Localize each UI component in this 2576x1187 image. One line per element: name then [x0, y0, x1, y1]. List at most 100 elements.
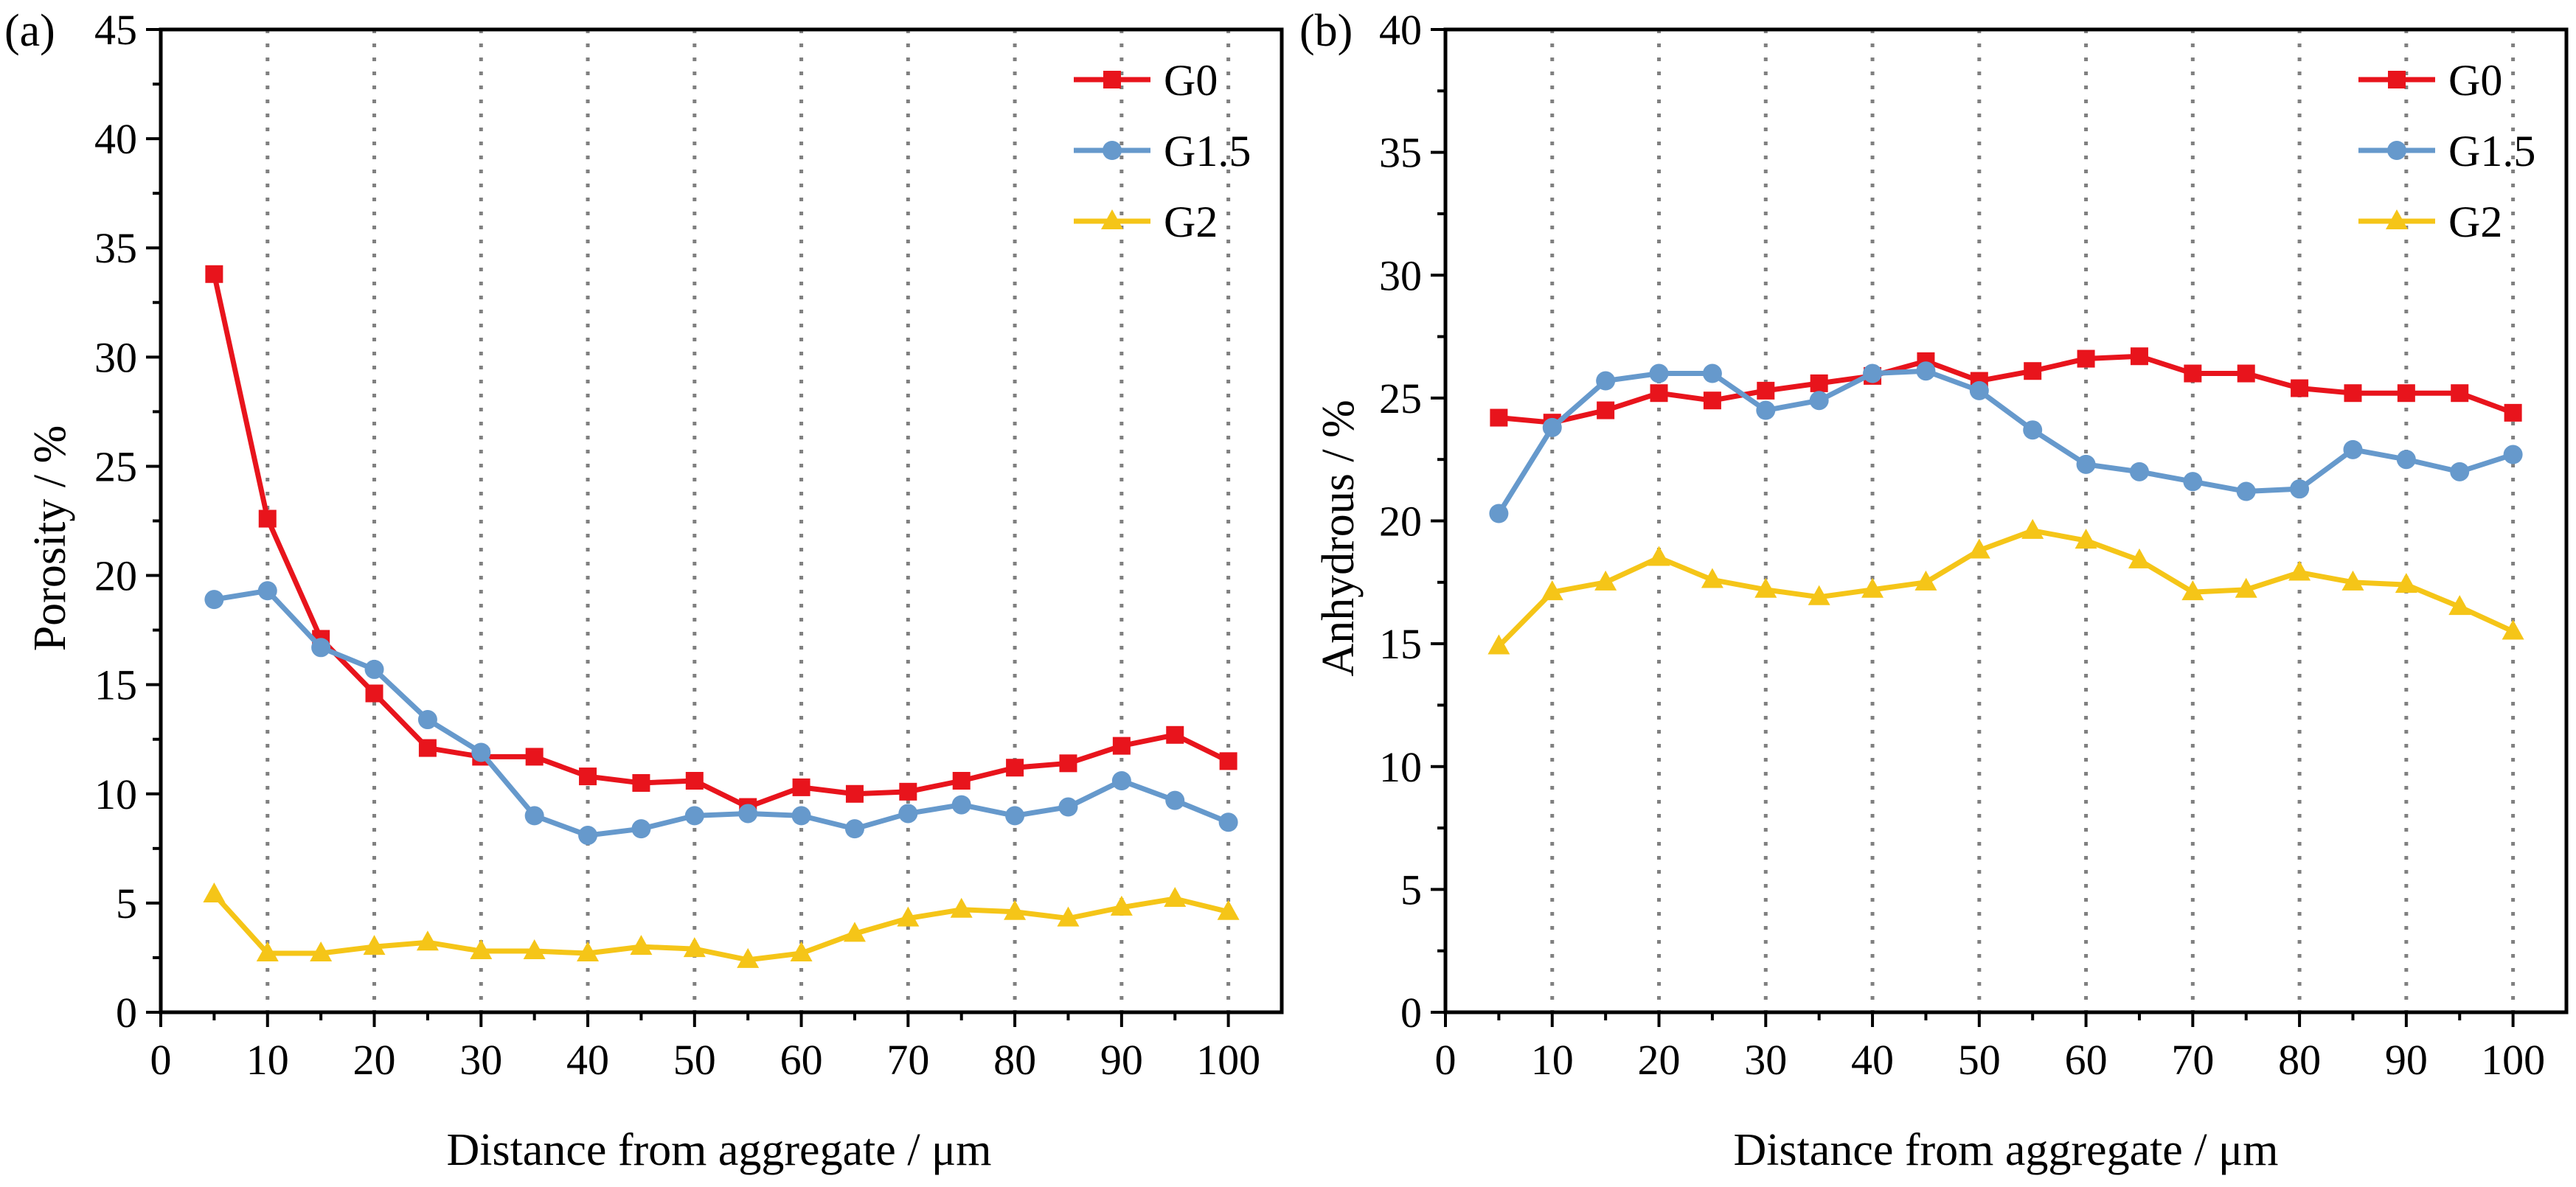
x-tick-label-a-100: 100 — [1196, 1036, 1260, 1084]
data-point-b-g0-95 — [2451, 384, 2469, 403]
data-point-b-g2-20 — [1648, 546, 1670, 566]
y-tick-label-b-5: 5 — [1400, 866, 1422, 913]
legend-marker-a-g0 — [1103, 71, 1121, 88]
data-point-b-g2-80 — [2288, 560, 2311, 581]
data-point-a-g2-90 — [1110, 895, 1133, 916]
data-point-a-g0-95 — [1166, 725, 1184, 744]
x-tick-label-a-70: 70 — [886, 1036, 929, 1084]
data-point-a-g0-70 — [899, 782, 917, 801]
data-point-a-g0-65 — [845, 784, 864, 803]
x-tick-label-b-80: 80 — [2278, 1036, 2321, 1084]
data-point-b-g0-75 — [2237, 364, 2255, 383]
plot-frame-a — [159, 27, 1284, 1014]
data-point-b-g2-5 — [1487, 634, 1510, 655]
y-tick-label-b-15: 15 — [1379, 620, 1422, 668]
data-point-b-g0-80 — [2291, 379, 2309, 397]
data-point-b-g1-5-55 — [2023, 420, 2043, 440]
series-line-b-g2 — [1496, 528, 2515, 648]
y-tick-label-b-20: 20 — [1379, 498, 1422, 546]
data-point-b-g1-5-40 — [1863, 363, 1883, 383]
data-point-a-g1-5-60 — [791, 806, 811, 826]
data-point-b-g2-90 — [2395, 573, 2417, 594]
data-point-a-g1-5-45 — [631, 819, 651, 839]
x-tick-label-a-60: 60 — [780, 1036, 823, 1084]
data-point-a-g2-95 — [1164, 886, 1187, 907]
panel-label-a: (a) — [4, 6, 55, 56]
y-tick-label-a-10: 10 — [94, 770, 137, 818]
x-tick-label-b-30: 30 — [1744, 1036, 1787, 1084]
legend-marker-b-g1-5 — [2387, 141, 2406, 160]
data-point-b-g1-5-95 — [2450, 462, 2470, 481]
data-point-b-g2-85 — [2341, 570, 2364, 591]
y-tick-label-a-40: 40 — [94, 115, 137, 163]
data-point-a-g0-100 — [1219, 752, 1237, 770]
legend-marker-b-g2 — [2386, 209, 2408, 229]
plot-area-a: 0 10 20 30 40 50 60 70 80 90 100 0 5 10 15 20 25 30 35 40 45… — [94, 6, 1284, 1084]
data-point-a-g2-25 — [416, 930, 439, 951]
data-point-a-g0-35 — [525, 748, 544, 766]
data-point-b-g1-5-65 — [2129, 462, 2149, 481]
data-point-b-g1-5-70 — [2183, 472, 2203, 492]
data-point-b-g1-5-85 — [2343, 439, 2363, 459]
panel-b: (b) Anhydrous / % Distance from aggregat… — [1299, 6, 2569, 1175]
y-tick-label-a-25: 25 — [94, 442, 137, 490]
legend-label-a-g0: G0 — [1164, 56, 1218, 105]
series-line-b-g0 — [1499, 353, 2514, 425]
data-point-a-g1-5-25 — [417, 710, 437, 730]
data-point-b-g1-5-20 — [1649, 363, 1669, 383]
data-point-a-g2-5 — [203, 883, 226, 903]
y-tick-label-a-0: 0 — [116, 989, 137, 1037]
x-tick-label-b-40: 40 — [1851, 1036, 1894, 1084]
data-point-b-g0-70 — [2184, 364, 2202, 383]
data-point-b-g0-15 — [1597, 401, 1615, 420]
x-tick-label-a-90: 90 — [1100, 1036, 1143, 1084]
legend-label-a-g1-5: G1.5 — [1164, 127, 1251, 175]
data-point-a-g1-5-55 — [738, 804, 758, 824]
data-point-a-g2-10 — [256, 941, 279, 962]
data-point-a-g1-5-80 — [1005, 806, 1025, 826]
y-tick-label-b-35: 35 — [1379, 129, 1422, 177]
data-point-b-g2-75 — [2235, 577, 2257, 598]
data-point-b-g1-5-5 — [1489, 504, 1509, 523]
data-point-b-g0-30 — [1757, 381, 1775, 400]
data-point-a-g1-5-5 — [204, 590, 224, 610]
x-tick-label-a-50: 50 — [673, 1036, 716, 1084]
y-tick-label-a-35: 35 — [94, 224, 137, 272]
data-point-b-g1-5-45 — [1916, 361, 1936, 381]
y-tick-label-a-15: 15 — [94, 661, 137, 709]
data-point-b-g0-35 — [1810, 374, 1828, 392]
x-tick-label-b-60: 60 — [2065, 1036, 2108, 1084]
data-point-a-g1-5-15 — [311, 638, 331, 658]
x-tick-label-a-0: 0 — [150, 1036, 172, 1084]
data-point-a-g1-5-30 — [471, 742, 491, 762]
y-tick-label-a-30: 30 — [94, 333, 137, 381]
x-tick-label-b-50: 50 — [1958, 1036, 2001, 1084]
data-point-b-g2-55 — [2021, 518, 2044, 539]
y-tick-label-b-30: 30 — [1379, 251, 1422, 299]
x-tick-label-b-70: 70 — [2171, 1036, 2214, 1084]
data-point-a-g1-5-70 — [898, 804, 918, 824]
data-point-b-g0-20 — [1650, 384, 1668, 403]
data-point-a-g1-5-10 — [257, 581, 277, 601]
data-point-b-g2-35 — [1808, 585, 1830, 605]
data-point-b-g2-70 — [2181, 580, 2204, 601]
data-point-a-g2-75 — [950, 897, 973, 918]
data-point-a-g2-20 — [363, 935, 386, 955]
data-point-a-g0-45 — [632, 773, 650, 792]
data-point-a-g1-5-85 — [1058, 797, 1078, 817]
data-point-a-g1-5-90 — [1111, 771, 1131, 791]
data-point-b-g1-5-90 — [2396, 450, 2416, 470]
data-point-a-g1-5-50 — [684, 806, 704, 826]
data-point-b-g2-65 — [2128, 548, 2150, 568]
data-point-b-g2-30 — [1754, 577, 1777, 598]
data-point-a-g0-75 — [952, 772, 971, 790]
data-point-b-g0-55 — [2024, 362, 2042, 380]
data-point-b-g0-85 — [2344, 384, 2362, 403]
plot-frame-b — [1443, 27, 2569, 1014]
series-line-a-g2 — [212, 892, 1229, 963]
data-point-a-g1-5-75 — [951, 795, 971, 815]
y-tick-label-b-25: 25 — [1379, 375, 1422, 422]
data-point-a-g1-5-65 — [844, 819, 864, 839]
series-line-a-g1-5 — [213, 588, 1229, 838]
data-point-b-g0-65 — [2130, 347, 2148, 366]
